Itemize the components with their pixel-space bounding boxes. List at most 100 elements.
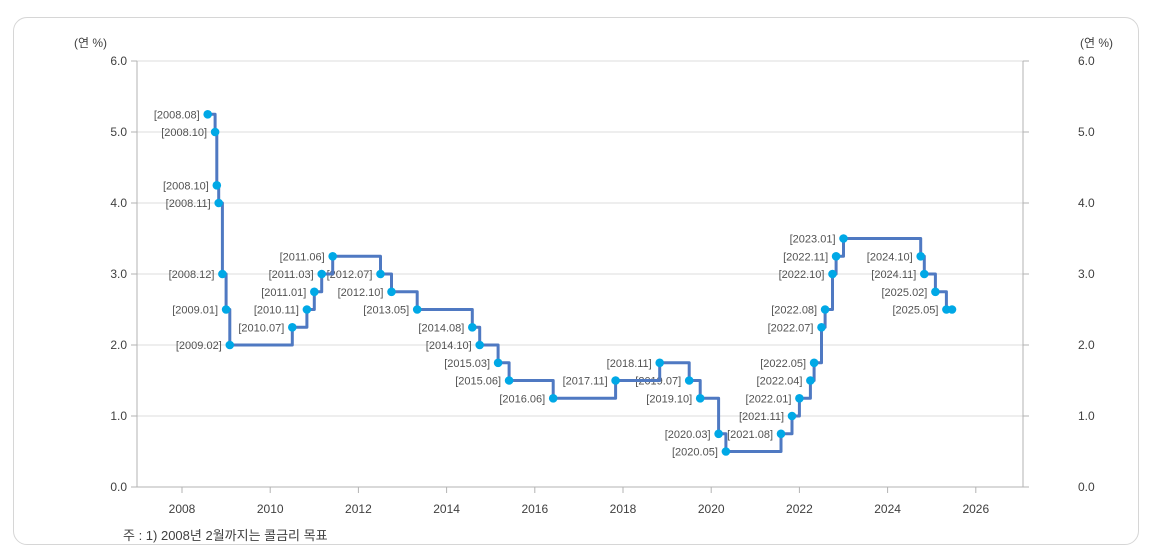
y-axis-tick-label-left: 2.0 xyxy=(110,338,127,352)
data-point-label: [2008.08] xyxy=(154,109,200,121)
data-point-label: [2022.11] xyxy=(783,251,828,263)
data-point-label: [2021.08] xyxy=(727,429,773,441)
data-point-marker xyxy=(387,287,396,297)
data-point-label: [2021.11] xyxy=(739,411,784,423)
x-axis-tick-label: 2024 xyxy=(874,502,901,516)
y-axis-unit-label-right: (연 %) xyxy=(1080,36,1114,50)
x-axis-tick-label: 2016 xyxy=(521,502,548,516)
data-point-marker xyxy=(920,269,929,279)
y-axis-tick-label-right: 6.0 xyxy=(1078,54,1095,68)
data-point-marker xyxy=(787,411,797,421)
y-axis-tick-label-right: 0.0 xyxy=(1078,480,1095,494)
data-point-marker xyxy=(611,376,620,385)
data-point-label: [2008.12] xyxy=(169,269,215,281)
data-point-marker xyxy=(212,181,222,190)
data-point-marker xyxy=(412,305,422,314)
data-point-label: [2020.03] xyxy=(665,429,711,441)
data-point-label: [2022.10] xyxy=(779,269,825,281)
data-point-label: [2025.05] xyxy=(893,305,939,317)
x-axis-tick-label: 2022 xyxy=(786,502,813,516)
data-point-marker xyxy=(225,340,235,350)
data-point-label: [2020.05] xyxy=(672,447,718,459)
data-point-marker xyxy=(475,340,485,350)
data-point-label: [2008.11] xyxy=(166,198,211,210)
data-point-marker xyxy=(714,429,723,439)
data-point-label: [2014.08] xyxy=(418,322,464,334)
data-point-label: [2023.01] xyxy=(790,234,836,246)
y-axis-tick-label-right: 1.0 xyxy=(1078,409,1095,423)
data-point-marker xyxy=(493,358,503,368)
data-point-label: [2022.05] xyxy=(760,358,806,370)
data-point-marker xyxy=(820,305,830,314)
rate-step-line xyxy=(207,112,952,453)
data-point-label: [2010.11] xyxy=(254,305,299,317)
data-point-marker xyxy=(655,358,664,368)
data-point-label: [2025.02] xyxy=(881,287,927,299)
data-point-label: [2022.04] xyxy=(757,376,803,388)
data-point-marker xyxy=(468,323,477,332)
data-point-label: [2015.03] xyxy=(444,358,490,370)
data-point-label: [2024.10] xyxy=(867,251,913,263)
y-axis-tick-label-right: 5.0 xyxy=(1078,125,1095,139)
y-axis-tick-label-right: 3.0 xyxy=(1078,267,1095,281)
y-axis-tick-label-left: 4.0 xyxy=(110,196,127,210)
data-point-marker xyxy=(221,305,231,314)
data-point-label: [2019.10] xyxy=(646,393,692,405)
data-point-marker xyxy=(831,251,841,261)
line-end-marker xyxy=(947,305,957,314)
data-point-marker xyxy=(828,269,837,279)
data-point-label: [2009.02] xyxy=(176,340,222,352)
data-point-marker xyxy=(839,234,848,243)
chart-footnote: 주 : 1) 2008년 2월까지는 콜금리 목표 xyxy=(123,528,328,543)
x-axis-tick-label: 2012 xyxy=(345,502,372,516)
data-point-marker xyxy=(695,394,705,403)
y-axis-tick-label-left: 3.0 xyxy=(110,267,127,281)
data-point-label: [2024.11] xyxy=(871,269,916,281)
data-point-marker xyxy=(328,251,338,261)
data-point-label: [2011.06] xyxy=(280,251,325,263)
data-point-label: [2012.10] xyxy=(338,287,384,299)
data-point-label: [2014.10] xyxy=(426,340,472,352)
data-point-label: [2022.01] xyxy=(746,393,792,405)
data-point-marker xyxy=(684,376,694,385)
x-axis-tick-label: 2026 xyxy=(962,502,989,516)
data-point-label: [2013.05] xyxy=(363,305,409,317)
data-point-label: [2022.07] xyxy=(768,322,814,334)
data-point-label: [2009.01] xyxy=(172,305,218,317)
data-point-label: [2011.01] xyxy=(261,287,306,299)
data-point-label: [2022.08] xyxy=(771,305,817,317)
data-point-label: [2010.07] xyxy=(238,322,284,334)
x-axis-tick-label: 2008 xyxy=(169,502,196,516)
y-axis-tick-label-left: 0.0 xyxy=(110,480,127,494)
data-point-label: [2008.10] xyxy=(163,180,209,192)
x-axis-tick-label: 2018 xyxy=(610,502,637,516)
y-axis-tick-label-right: 4.0 xyxy=(1078,196,1095,210)
data-point-label: [2012.07] xyxy=(327,269,373,281)
data-point-marker xyxy=(376,269,385,279)
data-point-label: [2015.06] xyxy=(455,376,501,388)
data-point-label: [2011.03] xyxy=(269,269,314,281)
data-point-marker xyxy=(806,376,815,385)
data-point-marker xyxy=(795,394,804,403)
x-axis-tick-label: 2010 xyxy=(257,502,284,516)
data-point-marker xyxy=(218,269,227,279)
data-point-marker xyxy=(721,447,731,456)
data-point-label: [2016.06] xyxy=(499,393,545,405)
data-point-marker xyxy=(548,394,558,403)
y-axis-tick-label-left: 1.0 xyxy=(110,409,127,423)
data-point-marker xyxy=(210,127,220,137)
data-point-marker xyxy=(776,429,786,439)
data-point-marker xyxy=(302,305,312,314)
data-point-marker xyxy=(931,287,940,297)
x-axis-tick-label: 2020 xyxy=(698,502,725,516)
data-point-marker xyxy=(504,376,514,385)
y-axis-tick-label-right: 2.0 xyxy=(1078,338,1095,352)
data-point-marker xyxy=(310,287,319,297)
data-point-marker xyxy=(817,323,826,332)
x-axis-tick-label: 2014 xyxy=(433,502,460,516)
data-point-marker xyxy=(809,358,819,368)
data-point-marker xyxy=(916,251,925,261)
y-axis-tick-label-left: 5.0 xyxy=(110,125,127,139)
